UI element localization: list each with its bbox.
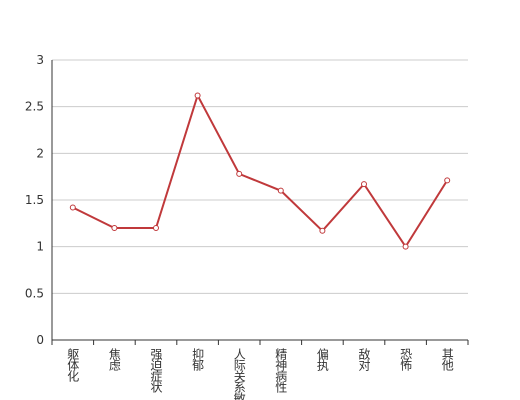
x-tick-label: 敌对 bbox=[357, 347, 371, 371]
point bbox=[361, 181, 367, 188]
x-tick-label: 人际关系敏感 bbox=[232, 348, 246, 400]
y-tick-label: 2 bbox=[36, 146, 44, 160]
y-tick-label: 3 bbox=[36, 53, 44, 67]
point bbox=[69, 204, 76, 211]
x-tick-label: 躯体化 bbox=[66, 347, 80, 383]
x-tick-label: 偏执 bbox=[315, 347, 329, 372]
y-tick-label: 0 bbox=[36, 333, 44, 347]
x-tick-label: 精神病性 bbox=[274, 348, 288, 394]
line bbox=[72, 92, 449, 249]
x-tick-label: 恐怖 bbox=[399, 348, 413, 371]
x-tick-label: 抑郁 bbox=[191, 347, 205, 372]
y-tick-label: 1 bbox=[36, 240, 44, 254]
point bbox=[111, 225, 118, 231]
point bbox=[277, 187, 284, 194]
point bbox=[319, 227, 326, 234]
x-tick-label: 强迫症状 bbox=[149, 348, 163, 393]
x-tick-label: 其他 bbox=[440, 348, 454, 371]
y-tick-label: 0.5 bbox=[25, 286, 44, 300]
point bbox=[194, 92, 201, 99]
y-tick-label: 2.5 bbox=[25, 100, 44, 114]
point bbox=[153, 225, 159, 231]
point bbox=[444, 177, 451, 184]
point bbox=[402, 243, 409, 250]
y-tick-label: 1.5 bbox=[25, 193, 44, 207]
x-tick-label: 焦虑 bbox=[107, 348, 121, 371]
point bbox=[236, 170, 243, 177]
